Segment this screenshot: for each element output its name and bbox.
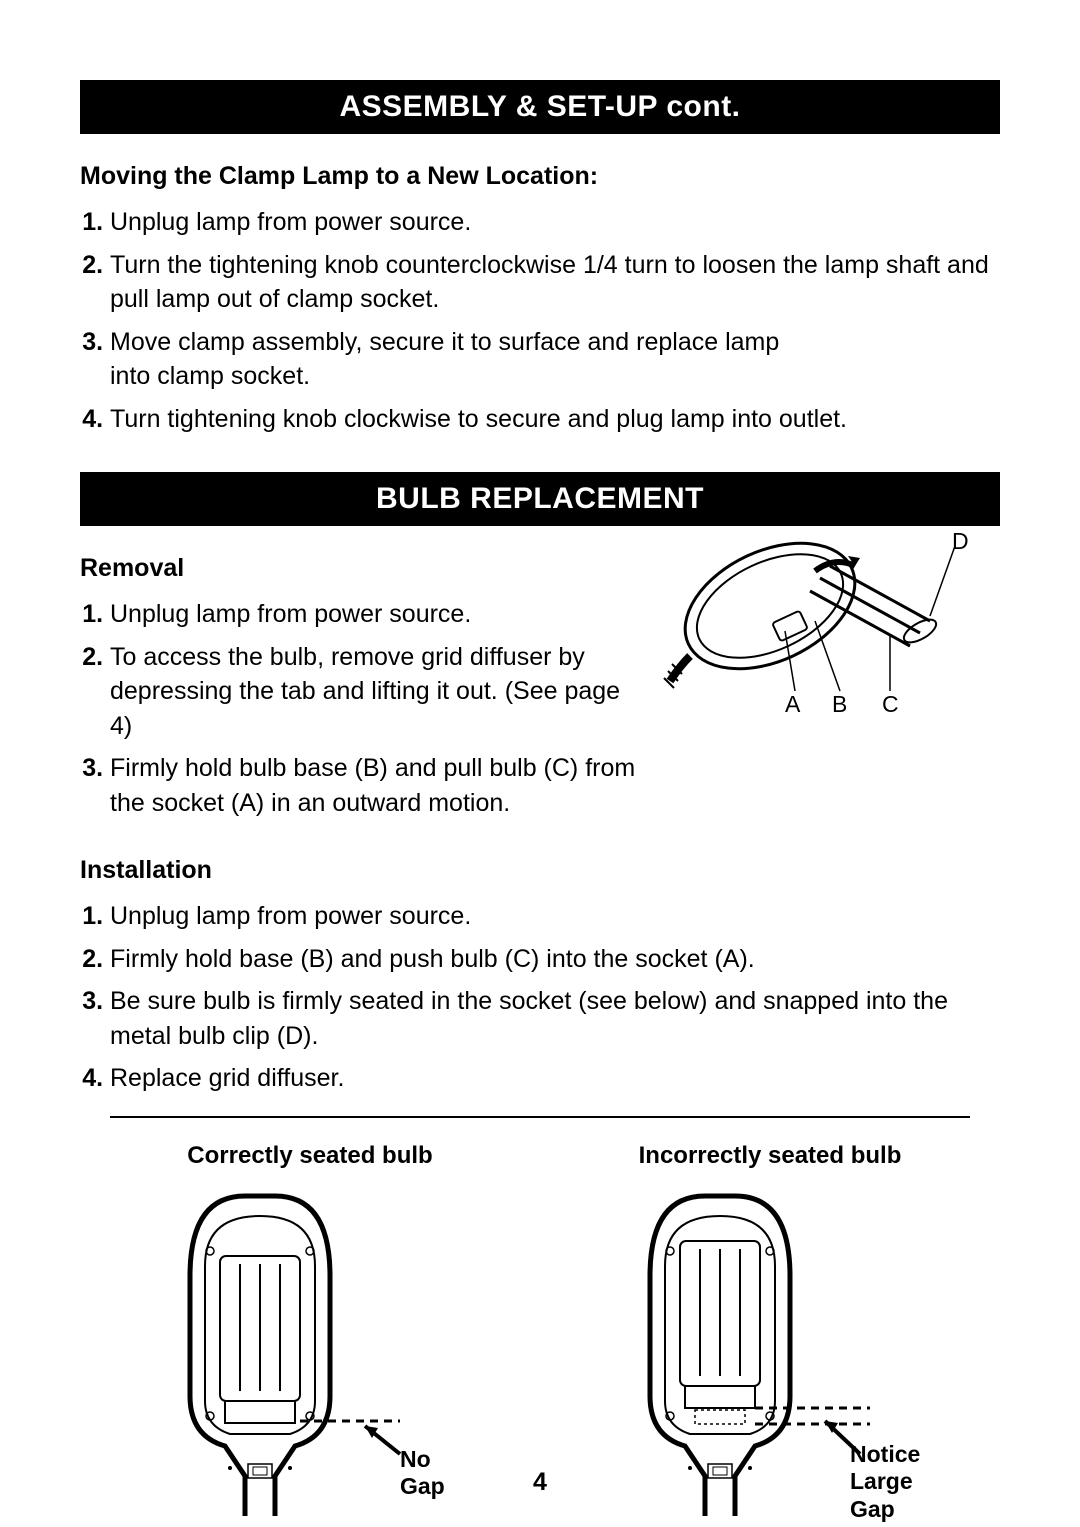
removal-text: Removal Unplug lamp from power source. T… (80, 526, 640, 828)
section-header-assembly: ASSEMBLY & SET-UP cont. (80, 80, 1000, 134)
label-d: D (952, 528, 969, 555)
page-number: 4 (0, 1468, 1080, 1497)
moving-step-3b: into clamp socket. (110, 362, 310, 390)
manual-page: ASSEMBLY & SET-UP cont. Moving the Clamp… (0, 0, 1080, 1527)
divider (110, 1116, 970, 1118)
install-step-3: Be sure bulb is firmly seated in the soc… (110, 984, 1000, 1053)
label-b: B (832, 691, 847, 718)
moving-steps: Unplug lamp from power source. Turn the … (80, 205, 1000, 436)
correct-bulb-col: Correctly seated bulb (100, 1142, 520, 1516)
moving-step-3: Move clamp assembly, secure it to surfac… (110, 325, 1000, 394)
removal-step-3: Firmly hold bulb base (B) and pull bulb … (110, 751, 640, 820)
moving-step-3a: Move clamp assembly, secure it to surfac… (110, 328, 779, 356)
correct-title: Correctly seated bulb (100, 1142, 520, 1170)
moving-step-2: Turn the tightening knob counterclockwis… (110, 248, 1000, 317)
install-step-2: Firmly hold base (B) and push bulb (C) i… (110, 942, 1000, 977)
incorrect-diagram: Notice Large Gap (610, 1186, 930, 1516)
removal-steps: Unplug lamp from power source. To access… (80, 597, 640, 820)
incorrect-bulb-col: Incorrectly seated bulb (560, 1142, 980, 1516)
install-title: Installation (80, 856, 1000, 885)
install-step-1: Unplug lamp from power source. (110, 899, 1000, 934)
removal-step-2: To access the bulb, remove grid diffuser… (110, 640, 640, 744)
label-a: A (785, 691, 800, 718)
bulb-comparison-row: Correctly seated bulb (80, 1142, 1000, 1516)
install-step-4: Replace grid diffuser. (110, 1061, 1000, 1096)
label-c: C (882, 691, 899, 718)
moving-step-1: Unplug lamp from power source. (110, 205, 1000, 240)
removal-row: Removal Unplug lamp from power source. T… (80, 526, 1000, 828)
removal-step-1: Unplug lamp from power source. (110, 597, 640, 632)
lamp-head-diagram: A B C D (660, 516, 980, 716)
moving-step-4: Turn tightening knob clockwise to secure… (110, 402, 1000, 437)
removal-title: Removal (80, 554, 640, 583)
incorrect-title: Incorrectly seated bulb (560, 1142, 980, 1170)
moving-title: Moving the Clamp Lamp to a New Location: (80, 162, 1000, 191)
correct-diagram: No Gap (150, 1186, 470, 1516)
install-steps: Unplug lamp from power source. Firmly ho… (80, 899, 1000, 1096)
notice-text: Notice (850, 1441, 920, 1467)
